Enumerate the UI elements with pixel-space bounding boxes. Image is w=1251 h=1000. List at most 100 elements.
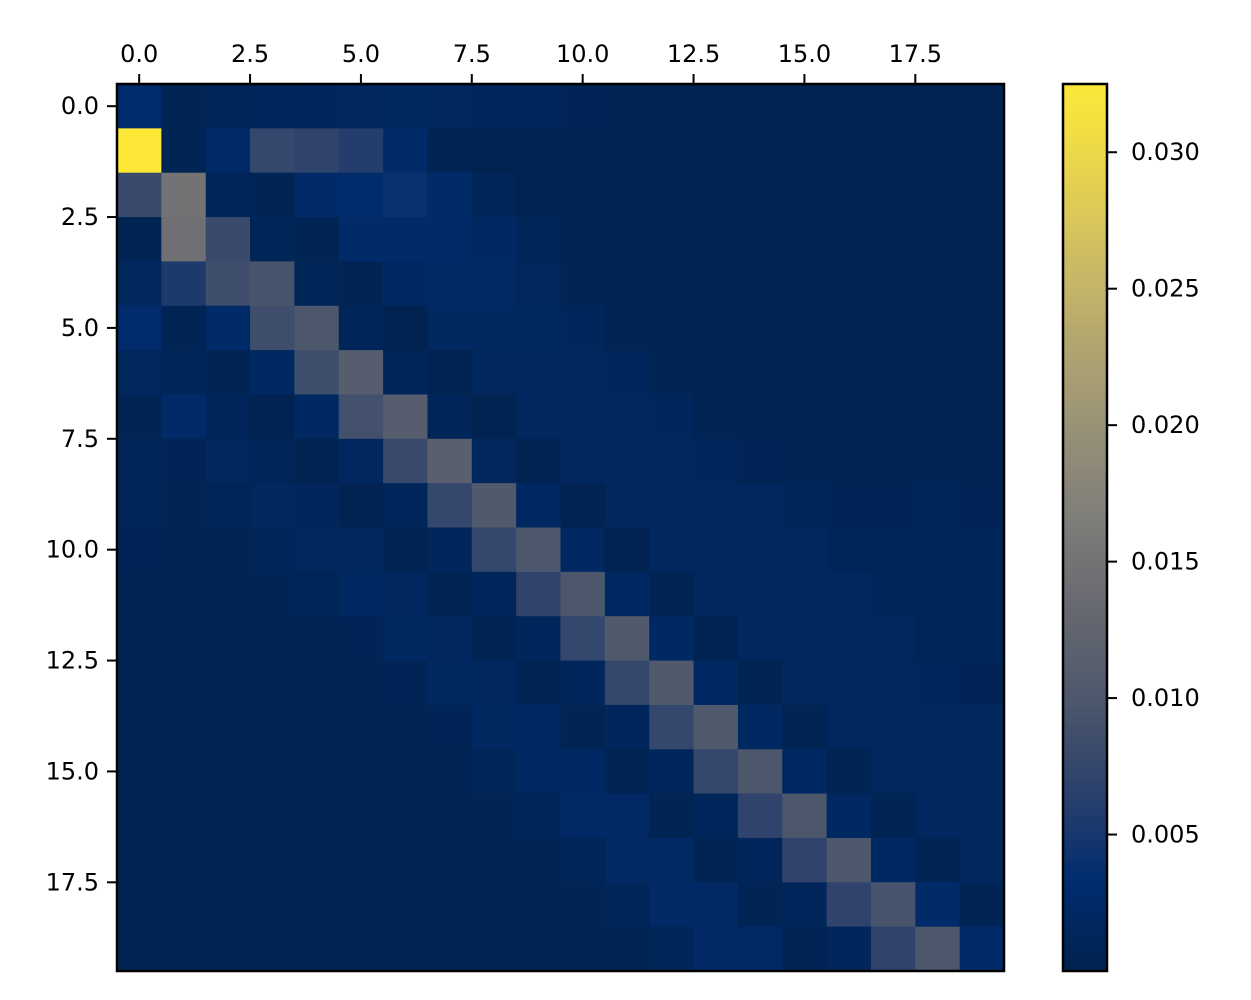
heatmap-cell [427,704,473,750]
heatmap-cell [915,749,961,795]
heatmap-cell [826,438,872,484]
heatmap-cell [737,350,783,396]
heatmap-cell [560,882,606,928]
heatmap-cell [604,350,650,396]
heatmap-cell [471,704,517,750]
heatmap-cell [959,793,1005,839]
heatmap-cell [826,926,872,972]
colorbar-gradient [1063,84,1107,971]
heatmap-cell [826,217,872,262]
heatmap-cell [959,926,1005,972]
heatmap-cell [649,394,695,440]
y-tick-label: 5.0 [61,314,99,342]
y-tick-label: 17.5 [46,868,99,896]
heatmap-cell [737,616,783,662]
heatmap-cell [294,704,340,750]
heatmap-cell [205,660,251,706]
heatmap-cell [294,84,340,129]
heatmap-cell [117,172,162,218]
x-tick-label: 2.5 [231,40,269,68]
heatmap-cell [294,571,340,617]
heatmap-cell [870,172,916,218]
heatmap-cell [782,483,828,529]
heatmap-cell [338,217,384,262]
heatmap-cell [471,84,517,129]
heatmap-cell [826,527,872,573]
heatmap-cell [383,305,429,351]
heatmap-cell [250,172,295,218]
heatmap-cell [649,128,695,174]
heatmap-cell [870,616,916,662]
heatmap-cell [205,261,251,307]
heatmap-cell [959,527,1005,573]
heatmap-cell [338,571,384,617]
heatmap-cell [649,483,695,529]
heatmap-cell [338,128,384,174]
heatmap-cell [604,394,650,440]
heatmap-cell [915,704,961,750]
heatmap-cell [516,350,562,396]
heatmap-cell [560,394,606,440]
heatmap-cell [516,882,562,928]
heatmap-cell [604,837,650,883]
heatmap-cell [649,926,695,972]
heatmap-cell [161,793,207,839]
heatmap-cell [383,837,429,883]
heatmap-cell [117,660,162,706]
heatmap-cell [737,84,783,129]
y-tick-label: 0.0 [61,92,99,120]
heatmap-cell [870,483,916,529]
heatmap-cell [870,84,916,129]
plot-frame [115,82,1006,973]
heatmap-cell [205,217,251,262]
heatmap-cell [915,882,961,928]
heatmap-cell [915,527,961,573]
heatmap-cell [427,128,473,174]
heatmap-cell [427,616,473,662]
heatmap-cell [915,128,961,174]
colorbar-frame [1061,82,1109,973]
heatmap-cell [560,438,606,484]
heatmap-cell [604,217,650,262]
colorbar-tick-label: 0.030 [1131,138,1200,166]
y-tick-label: 15.0 [46,757,99,785]
x-tick-label: 15.0 [778,40,831,68]
heatmap-cell [959,616,1005,662]
heatmap-cell [205,305,251,351]
heatmap-cell [560,217,606,262]
heatmap-cell [649,660,695,706]
heatmap-cell [782,261,828,307]
heatmap-cell [870,527,916,573]
heatmap-cell [737,749,783,795]
heatmap-cell [737,394,783,440]
heatmap-cell [250,217,295,262]
heatmap-cell [161,527,207,573]
heatmap-cell [516,305,562,351]
heatmap-cell [117,616,162,662]
heatmap-cell [427,217,473,262]
heatmap-cell [693,837,739,883]
heatmap-cell [737,527,783,573]
heatmap-cell [205,571,251,617]
heatmap-cell [250,350,295,396]
heatmap-cell [915,837,961,883]
heatmap-cell [117,394,162,440]
heatmap-cell [693,749,739,795]
heatmap-cell [915,394,961,440]
heatmap-cell [826,128,872,174]
heatmap-cell [205,483,251,529]
heatmap-cell [161,394,207,440]
heatmap-cell [693,616,739,662]
heatmap-cell [205,438,251,484]
heatmap-cell [427,172,473,218]
heatmap-cell [250,305,295,351]
heatmap-cell [560,527,606,573]
heatmap-cell [338,660,384,706]
heatmap-cell [427,527,473,573]
heatmap-cell [471,616,517,662]
heatmap-cell [604,882,650,928]
heatmap-cell [870,571,916,617]
heatmap-cell [427,793,473,839]
heatmap-cells [117,84,1005,972]
heatmap-cell [427,882,473,928]
